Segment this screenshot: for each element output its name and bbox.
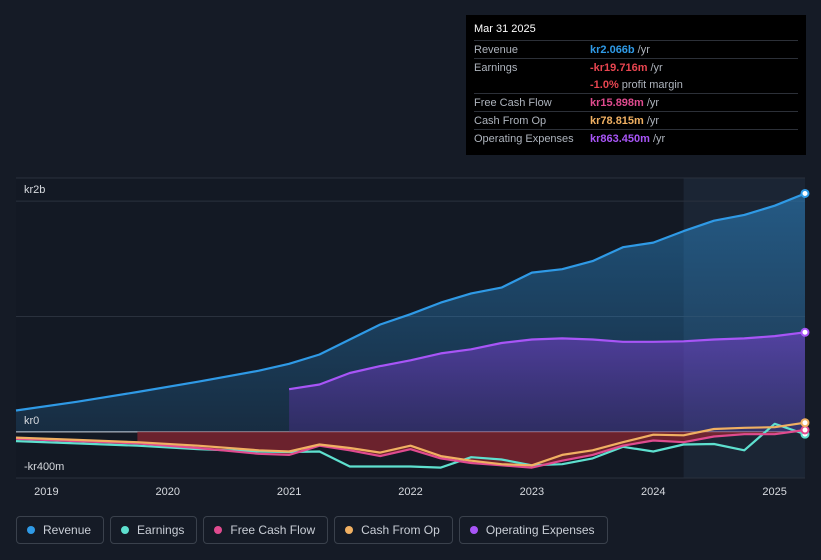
chart-legend: Revenue Earnings Free Cash Flow Cash Fro…	[16, 516, 608, 544]
legend-label: Free Cash Flow	[230, 523, 316, 537]
tooltip-value: kr2.066b	[590, 43, 635, 56]
tooltip-unit: /yr	[646, 96, 660, 109]
x-tick-label: 2024	[641, 486, 665, 498]
x-tick-label: 2022	[398, 486, 422, 498]
tooltip-label: Cash From Op	[474, 114, 547, 127]
tooltip-unit: /yr	[637, 43, 650, 56]
tooltip-unit: /yr	[646, 114, 660, 127]
legend-label: Operating Expenses	[485, 523, 595, 537]
legend-dot-icon	[469, 526, 478, 534]
operating-expenses-end-point	[800, 327, 810, 337]
tooltip-row-revenue: Revenue kr2.066b /yr	[474, 40, 798, 58]
legend-item-earnings[interactable]: Earnings	[110, 516, 198, 544]
legend-dot-icon	[27, 526, 35, 534]
operating-expenses-area	[289, 332, 806, 432]
cash-from-op-end-point	[800, 418, 810, 428]
tooltip-unit: profit margin	[621, 78, 683, 91]
free-cash-flow-line	[15, 428, 806, 469]
tooltip-unit: /yr	[652, 132, 666, 145]
tooltip-unit: /yr	[650, 61, 663, 74]
legend-dot-icon	[121, 526, 130, 534]
tooltip-label: Operating Expenses	[474, 132, 574, 145]
tooltip-row-operating-expenses: Operating Expenses kr863.450m /yr	[474, 129, 798, 147]
legend-dot-icon	[214, 526, 223, 534]
revenue-end-point	[800, 188, 810, 198]
tooltip-value: kr863.450m	[590, 132, 650, 145]
tooltip-row-profit-margin: -1.0% profit margin	[474, 76, 798, 93]
x-tick-label: 2019	[34, 486, 58, 498]
legend-item-cash-from-op[interactable]: Cash From Op	[334, 516, 453, 544]
cash-from-op-line	[15, 421, 806, 467]
tooltip-value: -1.0%	[590, 78, 619, 91]
tooltip-date: Mar 31 2025	[474, 23, 536, 35]
legend-item-operating-expenses[interactable]: Operating Expenses	[458, 516, 608, 544]
tooltip-label: Revenue	[474, 43, 519, 56]
tooltip-value: -kr19.716m	[590, 61, 648, 74]
earnings-line	[15, 422, 806, 469]
x-tick-label: 2020	[155, 486, 179, 498]
tooltip-value: kr15.898m	[590, 96, 644, 109]
y-tick-label: kr0	[24, 415, 39, 427]
revenue-line	[15, 192, 806, 412]
x-tick-label: 2023	[520, 486, 544, 498]
y-tick-label: kr2b	[24, 184, 45, 196]
free-cash-flow-end-point	[800, 425, 810, 435]
operating-expenses-line	[288, 331, 806, 391]
y-tick-label: -kr400m	[24, 461, 64, 473]
legend-item-revenue[interactable]: Revenue	[16, 516, 105, 544]
legend-label: Revenue	[43, 523, 92, 537]
legend-item-free-cash-flow[interactable]: Free Cash Flow	[203, 516, 329, 544]
tooltip-panel: Mar 31 2025 Revenue kr2.066b /yr Earning…	[466, 15, 806, 155]
legend-label: Earnings	[137, 523, 185, 537]
tooltip-value: kr78.815m	[590, 114, 644, 127]
tooltip-row-free-cash-flow: Free Cash Flow kr15.898m /yr	[474, 93, 798, 111]
x-tick-label: 2025	[762, 486, 786, 498]
tooltip-row-cash-from-op: Cash From Op kr78.815m /yr	[474, 111, 798, 129]
x-tick-label: 2021	[277, 486, 301, 498]
tooltip-label: Earnings	[474, 61, 518, 74]
tooltip-label: Free Cash Flow	[474, 96, 552, 109]
legend-label: Cash From Op	[361, 523, 440, 537]
legend-dot-icon	[345, 526, 354, 534]
tooltip-row-earnings: Earnings -kr19.716m /yr	[474, 58, 798, 76]
